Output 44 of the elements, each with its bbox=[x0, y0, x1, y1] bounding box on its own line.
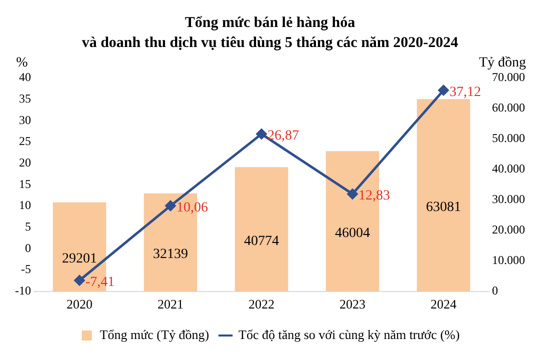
y2-tick-label: 50.000 bbox=[492, 131, 525, 146]
data-label: 26,87 bbox=[268, 128, 299, 144]
y2-tick-label: 70.000 bbox=[492, 70, 525, 84]
y-tick-label: 10 bbox=[18, 198, 31, 212]
legend-label: Tốc độ tăng so với cùng kỳ năm trước (%) bbox=[238, 326, 460, 342]
x-tick-label: 2022 bbox=[248, 296, 274, 312]
x-tick-label: 2023 bbox=[340, 296, 366, 312]
chart-title: Tổng mức bán lẻ hàng hóa bbox=[184, 14, 356, 31]
data-label: 46004 bbox=[335, 226, 370, 241]
y-tick-label: 35 bbox=[18, 91, 31, 106]
bar bbox=[234, 167, 288, 292]
x-tick-label: 2024 bbox=[430, 296, 457, 312]
data-label: 32139 bbox=[152, 247, 188, 262]
point bbox=[438, 85, 449, 96]
y-tick-label: -10 bbox=[14, 284, 31, 298]
y-axis-title: % bbox=[16, 56, 28, 71]
point bbox=[74, 275, 85, 286]
y2-tick-label: 60.000 bbox=[492, 100, 525, 115]
point bbox=[256, 128, 267, 140]
x-tick-label: 2021 bbox=[157, 296, 184, 312]
y-tick-label: 20 bbox=[18, 156, 31, 170]
y-tick-label: 25 bbox=[18, 134, 31, 148]
y-tick-label: 15 bbox=[18, 176, 31, 191]
data-label: 40774 bbox=[244, 234, 279, 249]
y2-tick-label: 40.000 bbox=[492, 162, 525, 176]
bar bbox=[416, 99, 470, 292]
y-tick-label: -5 bbox=[20, 262, 31, 276]
y2-tick-label: 0 bbox=[492, 284, 498, 298]
data-label: 29201 bbox=[62, 252, 97, 267]
data-label: 37,12 bbox=[450, 84, 481, 100]
y2-tick-label: 10.000 bbox=[492, 253, 525, 268]
legend-label: Tổng mức (Tỷ đồng) bbox=[100, 326, 210, 342]
y2-tick-label: 20.000 bbox=[492, 222, 525, 237]
y-tick-label: 30 bbox=[18, 112, 31, 127]
point bbox=[165, 200, 176, 212]
data-label: 63081 bbox=[426, 200, 461, 215]
y2-tick-label: 30.000 bbox=[492, 192, 525, 206]
y-tick-label: 5 bbox=[24, 220, 31, 234]
chart-subtitle: và doanh thu dịch vụ tiêu dùng 5 tháng các năm 2020-2024 bbox=[82, 34, 459, 51]
y-tick-label: 40 bbox=[18, 70, 31, 84]
y2-axis-title: Tỷ đồng bbox=[478, 56, 526, 71]
y-tick-label: 0 bbox=[24, 240, 31, 255]
x-tick-label: 2020 bbox=[66, 296, 92, 312]
point bbox=[347, 188, 358, 200]
